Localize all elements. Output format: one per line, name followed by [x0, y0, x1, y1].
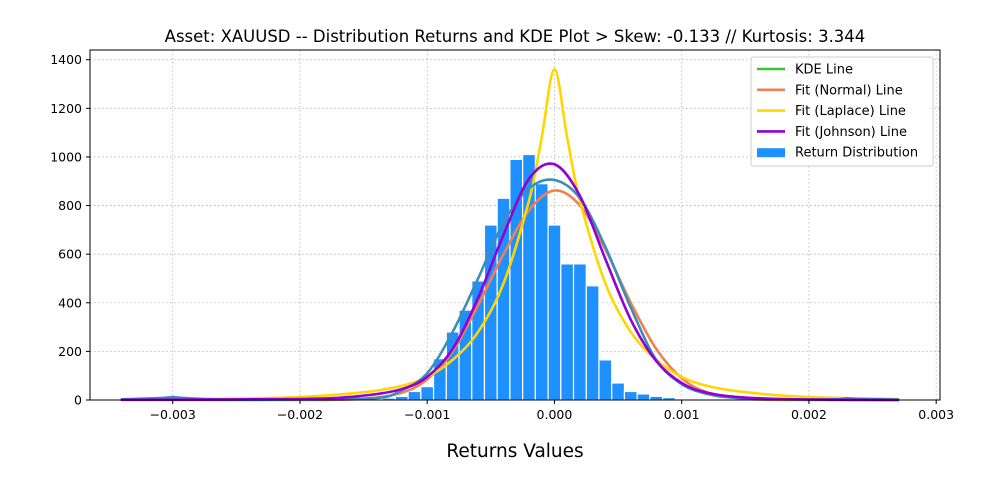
x-axis-label: Returns Values: [446, 441, 583, 462]
histogram-bar: [560, 263, 575, 401]
y-tick-label: 400: [58, 295, 82, 310]
x-tick-label: −0.002: [277, 407, 323, 422]
histogram-bar: [611, 382, 626, 401]
x-tick-label: 0.003: [918, 407, 954, 422]
histogram-bar: [420, 386, 435, 401]
histogram-bar: [572, 263, 587, 401]
series-line-fit-johnson-line: [120, 162, 900, 402]
legend-label: Fit (Normal) Line: [795, 83, 903, 98]
y-tick-label: 1400: [50, 52, 82, 67]
histogram-bar: [649, 395, 664, 401]
x-tick-label: 0.000: [537, 407, 573, 422]
legend-label: Fit (Johnson) Line: [795, 125, 907, 140]
legend-label: Return Distribution: [795, 146, 918, 161]
histogram-bar: [547, 224, 562, 401]
legend-box: [750, 56, 934, 167]
x-tick-label: −0.001: [404, 407, 450, 422]
y-tick-label: 600: [58, 247, 82, 262]
y-tick-label: 0: [74, 393, 82, 408]
y-tick-label: 1000: [50, 149, 82, 164]
histogram-bar: [598, 359, 613, 401]
x-tick-label: 0.001: [664, 407, 700, 422]
x-axis-ticks: −0.003 −0.002 −0.001 0.000 0.001 0.002 0.003: [150, 400, 954, 422]
legend: KDE Line Fit (Normal) Line Fit (Laplace) L…: [750, 56, 934, 167]
histogram-bar: [407, 390, 422, 401]
histogram-bar: [585, 285, 600, 401]
y-axis-ticks: 0 200 400 600 800 1000 1200 1400: [50, 52, 90, 408]
histogram-bar: [636, 393, 651, 401]
series-line-fit-laplace-line: [120, 68, 900, 401]
chart-title: Asset: XAUUSD -- Distribution Returns an…: [165, 27, 866, 46]
legend-label: KDE Line: [795, 63, 853, 78]
x-tick-label: −0.003: [150, 407, 196, 422]
y-tick-label: 1200: [50, 101, 82, 116]
legend-swatch: [757, 148, 785, 158]
histogram-bar: [623, 390, 638, 401]
histogram-bar: [394, 395, 409, 401]
y-tick-label: 200: [58, 344, 82, 359]
legend-label: Fit (Laplace) Line: [795, 104, 906, 119]
y-tick-label: 800: [58, 198, 82, 213]
histogram-bar: [534, 183, 549, 401]
x-tick-label: 0.002: [791, 407, 827, 422]
plot-area-frame: [89, 49, 941, 401]
